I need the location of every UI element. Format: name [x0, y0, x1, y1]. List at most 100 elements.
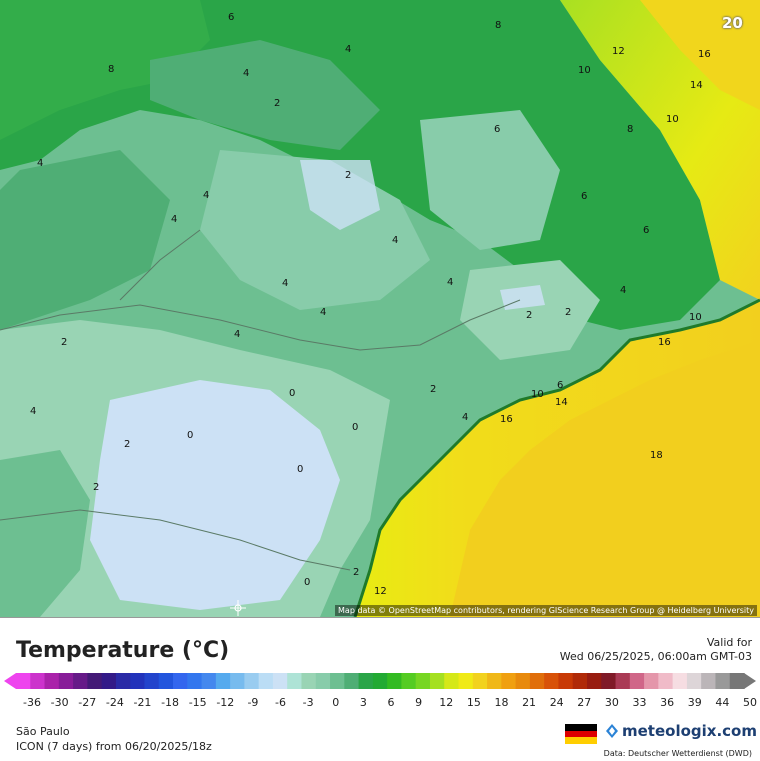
scale-tick-label: -15 — [188, 696, 207, 709]
contour-label: 4 — [462, 412, 468, 423]
scale-tick-label: -27 — [78, 696, 97, 709]
legend-panel: Temperature (°C) Valid for Wed 06/25/202… — [0, 617, 760, 761]
scale-tick-label: 6 — [387, 696, 395, 709]
scale-tick-label: 27 — [577, 696, 592, 709]
scale-swatch — [101, 673, 117, 689]
contour-label: 16 — [500, 414, 513, 425]
land-patch-mid — [150, 40, 380, 150]
contour-label: 6 — [581, 191, 587, 202]
scale-swatch — [301, 673, 317, 689]
scale-swatch — [258, 673, 274, 689]
brand-name: meteologix.com — [622, 722, 757, 740]
contour-label: 4 — [447, 277, 453, 288]
land-patch-west — [0, 150, 170, 330]
contour-label: 4 — [37, 158, 43, 169]
contour-label: 14 — [690, 80, 703, 91]
contour-label: 2 — [274, 98, 280, 109]
contour-label: 4 — [620, 285, 626, 296]
contour-label: 2 — [430, 384, 436, 395]
contour-label: 0 — [289, 388, 295, 399]
contour-label: 4 — [234, 329, 240, 340]
scale-swatch — [672, 673, 688, 689]
scale-swatch — [572, 673, 588, 689]
state-boundary-south — [0, 509, 351, 571]
scale-tick-label: -21 — [133, 696, 152, 709]
legend-title: Temperature (°C) — [16, 638, 230, 663]
contour-label: 8 — [108, 64, 114, 75]
contour-label: 4 — [203, 190, 209, 201]
northwest-band — [0, 0, 210, 140]
scale-swatch — [501, 673, 517, 689]
color-scale-bar — [4, 673, 756, 689]
land-patch-coast-cool — [460, 260, 600, 360]
scale-swatch — [515, 673, 531, 689]
scale-tick-label: 50 — [743, 696, 757, 709]
coastline — [353, 298, 760, 617]
contour-label: 4 — [282, 278, 288, 289]
contour-label: 2 — [353, 567, 359, 578]
land-patch-east — [420, 110, 560, 250]
scale-swatch — [387, 673, 403, 689]
germany-flag-icon — [565, 724, 597, 744]
contour-label: 10 — [689, 312, 702, 323]
scale-swatch — [372, 673, 388, 689]
scale-swatch — [615, 673, 631, 689]
scale-tick-label: 12 — [439, 696, 454, 709]
map-attribution[interactable]: Map data © OpenStreetMap contributors, r… — [335, 605, 757, 616]
contour-label: 8 — [495, 20, 501, 31]
contour-label: 8 — [627, 124, 633, 135]
scale-swatch — [487, 673, 502, 689]
contour-label: 2 — [124, 439, 130, 450]
scale-swatch — [16, 673, 31, 689]
scale-swatch — [715, 673, 731, 689]
model-run-info: ICON (7 days) from 06/20/2025/18z — [16, 740, 212, 753]
scale-tick-label: 33 — [632, 696, 647, 709]
contour-label: 4 — [171, 214, 177, 225]
scale-swatch — [644, 673, 659, 689]
hot-northeast — [640, 0, 760, 110]
scale-swatch — [244, 673, 260, 689]
contour-label: 4 — [320, 307, 326, 318]
contour-label: 10 — [578, 65, 591, 76]
color-scale-ticks: -36 -30 -27 -24 -21 -18 -15 -12 -9 -6 -3 0 3 6 9 12 15 18… — [0, 696, 760, 712]
contour-label: 4 — [345, 44, 351, 55]
scale-swatch — [601, 673, 617, 689]
contour-label: 16 — [658, 337, 671, 348]
brand-logo[interactable]: meteologix.com — [604, 722, 757, 740]
scale-left-arrow — [4, 673, 16, 689]
scale-swatch — [729, 673, 745, 689]
contour-label: 10 — [666, 114, 679, 125]
region-name: São Paulo — [16, 725, 70, 738]
scale-swatch — [529, 673, 545, 689]
scale-tick-label: 18 — [494, 696, 509, 709]
contour-label: 4 — [243, 68, 249, 79]
scale-swatch — [629, 673, 645, 689]
scale-tick-label: -18 — [161, 696, 180, 709]
contour-label: 4 — [30, 406, 36, 417]
scale-swatch — [272, 673, 288, 689]
scale-tick-label: 44 — [715, 696, 730, 709]
scale-tick-label: 21 — [522, 696, 537, 709]
data-credit: Data: Deutscher Wetterdienst (DWD) — [603, 749, 752, 758]
city-marker[interactable] — [230, 600, 246, 616]
scale-swatch — [658, 673, 674, 689]
scale-swatch — [415, 673, 431, 689]
scale-swatch — [330, 673, 345, 689]
contour-label: 12 — [374, 586, 387, 597]
valid-label: Valid for — [706, 636, 752, 649]
scale-tick-label: -3 — [302, 696, 314, 709]
scale-tick-label: 3 — [359, 696, 367, 709]
contour-label: 0 — [304, 577, 310, 588]
scale-swatch — [315, 673, 331, 689]
scale-swatch — [158, 673, 174, 689]
scale-swatch — [401, 673, 417, 689]
map-canvas: 6 8 4 4 8 12 16 10 14 2 10 6 8 4 2 4 6 4… — [0, 0, 760, 617]
temperature-map[interactable]: 6 8 4 4 8 12 16 10 14 2 10 6 8 4 2 4 6 4… — [0, 0, 760, 617]
scale-tick-label: -30 — [50, 696, 69, 709]
contour-label: 18 — [650, 450, 663, 461]
contour-label: 6 — [557, 380, 563, 391]
contour-label: 16 — [698, 49, 711, 60]
cold-patch-north — [300, 160, 380, 230]
scale-tick-label: -36 — [23, 696, 41, 709]
scale-swatch — [173, 673, 188, 689]
